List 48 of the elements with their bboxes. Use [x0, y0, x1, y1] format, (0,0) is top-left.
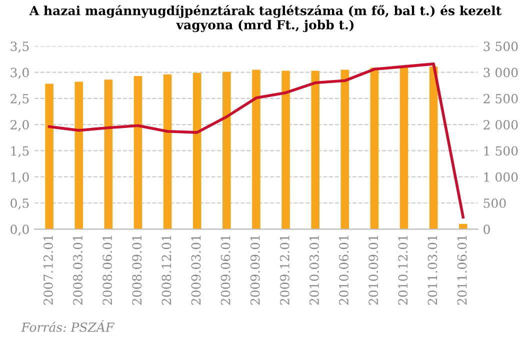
- bar: [340, 70, 350, 230]
- x-tick-label: 2009.09.01: [250, 236, 260, 305]
- y-tick-label: 1,0: [11, 172, 29, 184]
- bar: [222, 72, 231, 230]
- bar: [311, 70, 320, 230]
- y-tick-label: 3,5: [10, 42, 29, 53]
- y2-tick-label: 1 500: [484, 146, 518, 156]
- y2-tick-label: 3 000: [484, 68, 518, 78]
- y-tick-label: 0,5: [10, 198, 29, 210]
- y-tick-label: 2,0: [10, 120, 29, 132]
- y-tick-label: 2,5: [10, 94, 29, 105]
- y2-tick-label: 3 500: [484, 42, 518, 52]
- x-tick-label: 2011.06.01: [457, 236, 467, 305]
- bar: [282, 70, 290, 230]
- bar: [400, 67, 408, 230]
- bar: [104, 80, 113, 230]
- y-tick-label: 3,0: [10, 68, 29, 79]
- x-tick-label: 2008.12.01: [162, 236, 172, 305]
- x-tick-label: 2009.06.01: [220, 236, 230, 305]
- x-tick-label: 2009.03.01: [191, 236, 201, 305]
- y2-tick-label: 2 000: [484, 120, 518, 130]
- y2-tick-label: 2 500: [484, 94, 518, 104]
- y2-tick-label: 1 000: [484, 172, 518, 182]
- x-tick-label: 2010.03.01: [309, 236, 319, 305]
- bar: [163, 74, 172, 230]
- bar: [134, 76, 142, 230]
- chart-title: A hazai magánnyugdíjpénztárak taglétszáma (m fő, bal t.) és kezelt vagyona (mrd Ft., jobb t.): [29, 5, 502, 32]
- y2-tick-label: 500: [484, 198, 506, 208]
- bar: [74, 82, 83, 230]
- line-series: [48, 62, 465, 219]
- bar: [192, 72, 202, 230]
- x-tick-label: 2009.12.01: [280, 236, 290, 305]
- x-tick-label: 2011.03.01: [428, 236, 438, 305]
- y-tick-label: 0,0: [10, 224, 29, 236]
- x-tick-label: 2010.09.01: [368, 236, 378, 305]
- x-tick-label: 2010.12.01: [398, 236, 408, 305]
- bar: [429, 66, 438, 230]
- x-tick-label: 2008.09.01: [132, 236, 142, 305]
- bar: [45, 84, 54, 230]
- x-tick-label: 2010.06.01: [339, 236, 349, 305]
- y2-tick-label: 0: [484, 224, 490, 234]
- bar: [252, 70, 260, 230]
- x-tick-label: 2007.12.01: [43, 236, 53, 305]
- x-tick-label: 2008.03.01: [73, 236, 82, 305]
- text: Forrás: PSZÁF: [21, 320, 114, 332]
- x-tick-label: 2008.06.01: [102, 236, 112, 305]
- y-tick-label: 1,5: [11, 146, 29, 158]
- bar: [370, 68, 379, 230]
